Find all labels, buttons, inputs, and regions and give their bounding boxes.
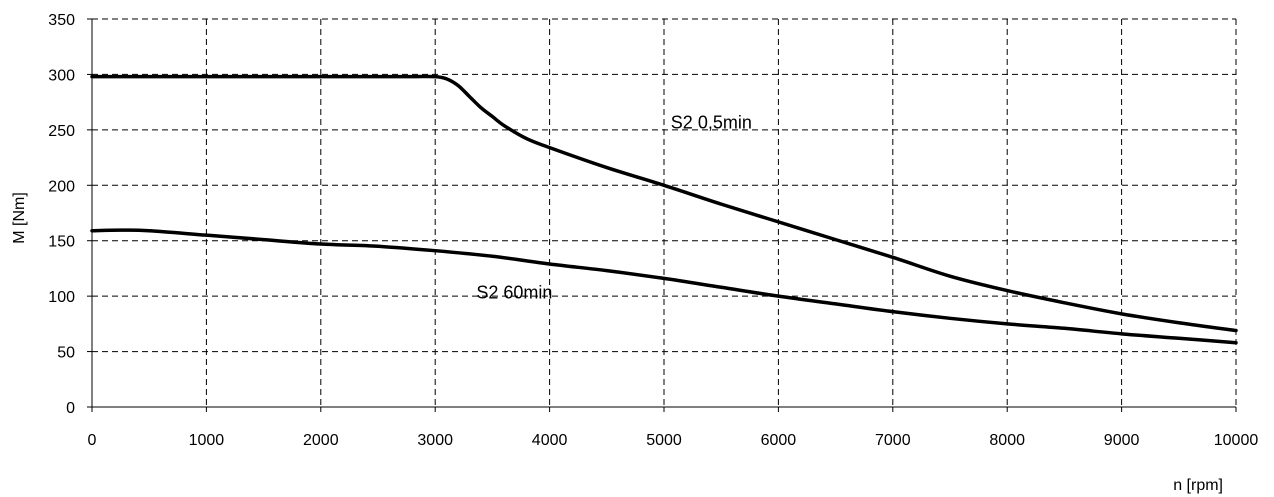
series-annotation: S2 60min xyxy=(476,282,552,302)
series-line-s2-0-5min xyxy=(90,74,1238,333)
y-axis-label: M [Nm] xyxy=(11,192,28,244)
axes xyxy=(87,18,1237,412)
y-tick-label: 200 xyxy=(48,178,75,195)
x-tick-label: 8000 xyxy=(989,432,1025,449)
y-tick-label: 300 xyxy=(48,67,75,84)
x-tick-label: 3000 xyxy=(417,432,453,449)
x-tick-label: 4000 xyxy=(532,432,568,449)
series-lines xyxy=(90,74,1238,345)
x-axis-label: n [rpm] xyxy=(1173,477,1223,494)
y-tick-label: 250 xyxy=(48,123,75,140)
tick-labels: 0 1000 2000 3000 4000 5000 6000 7000 8000 9000 100… xyxy=(48,12,1258,449)
y-tick-label: 50 xyxy=(57,345,75,362)
series-line-s2-60min xyxy=(90,228,1238,345)
x-tick-label: 10000 xyxy=(1214,432,1259,449)
series-annotation: S2 0,5min xyxy=(671,113,752,133)
x-tick-label: 6000 xyxy=(761,432,797,449)
x-tick-label: 2000 xyxy=(303,432,339,449)
x-tick-label: 0 xyxy=(88,432,97,449)
x-tick-label: 9000 xyxy=(1104,432,1140,449)
x-tick-label: 5000 xyxy=(646,432,682,449)
x-tick-label: 7000 xyxy=(875,432,911,449)
x-tick-label: 1000 xyxy=(189,432,225,449)
y-tick-label: 150 xyxy=(48,234,75,251)
y-tick-label: 0 xyxy=(66,400,75,417)
y-tick-label: 100 xyxy=(48,289,75,306)
y-tick-label: 350 xyxy=(48,12,75,29)
annotations: S2 0,5min S2 60min xyxy=(476,113,752,303)
